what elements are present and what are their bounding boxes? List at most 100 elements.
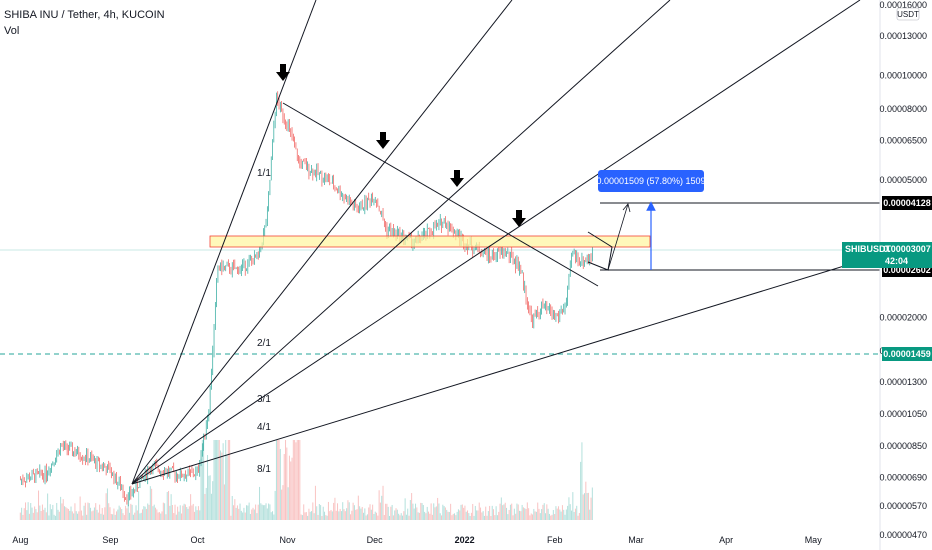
price-tick-label: 0.00000470 <box>879 530 927 540</box>
volume-bar <box>60 496 62 520</box>
volume-bar <box>149 486 151 520</box>
price-tick-label: 0.00001300 <box>879 377 927 387</box>
volume-bar <box>376 512 378 520</box>
volume-bar <box>330 509 332 520</box>
volume-bar <box>459 510 461 520</box>
volume-bar <box>217 440 219 520</box>
volume-bar <box>460 504 462 520</box>
volume-bar <box>560 511 562 520</box>
volume-bar <box>208 475 210 520</box>
volume-bar <box>160 513 162 520</box>
volume-bar <box>568 497 570 520</box>
arrow-down-icon[interactable] <box>376 132 390 149</box>
volume-bar <box>360 508 362 520</box>
volume-bar <box>200 458 202 520</box>
volume-bar <box>470 512 472 520</box>
volume-bar <box>240 510 242 520</box>
volume-bar <box>243 507 245 520</box>
volume-bar <box>235 507 237 520</box>
currency-badge[interactable] <box>896 7 920 21</box>
volume-bar <box>538 508 540 520</box>
volume-bar <box>39 505 41 520</box>
descending-trendline[interactable] <box>282 102 599 287</box>
volume-bar <box>252 507 254 520</box>
volume-bar <box>314 485 316 520</box>
volume-bar <box>275 440 277 520</box>
measure-box[interactable] <box>598 170 704 192</box>
volume-bar <box>256 513 258 520</box>
volume-bar <box>482 511 484 520</box>
countdown: 42:04 <box>885 256 908 266</box>
current-symbol: SHIBUSDT <box>845 244 892 254</box>
volume-bar <box>444 507 446 520</box>
volume-bar <box>491 505 493 520</box>
volume-bar <box>38 490 40 520</box>
volume-bar <box>454 513 456 520</box>
volume-bar <box>447 511 449 520</box>
volume-bar <box>508 509 510 520</box>
volume-bar <box>494 515 496 520</box>
volume-bar <box>192 503 194 520</box>
volume-bar <box>550 515 552 520</box>
volume-bar <box>144 506 146 520</box>
volume-bar <box>415 503 417 520</box>
volume-indicator-label[interactable]: Vol <box>4 25 20 37</box>
volume-bar <box>545 513 547 520</box>
volume-bar <box>552 510 554 520</box>
volume-bar <box>472 503 474 520</box>
volume-bar <box>487 511 489 520</box>
volume-bar <box>91 511 93 520</box>
volume-bar <box>53 514 55 520</box>
current-price-tag[interactable] <box>842 242 932 268</box>
volume-bar <box>231 495 233 520</box>
volume-bar <box>338 511 340 520</box>
gann-fan[interactable] <box>131 0 881 485</box>
volume-bar <box>294 440 296 520</box>
time-tick-label: Feb <box>547 535 563 545</box>
volume-bar <box>104 507 106 520</box>
arrow-down-icon[interactable] <box>512 210 526 227</box>
volume-bar <box>266 508 268 520</box>
volume-bar <box>312 502 314 520</box>
volume-bar <box>303 504 305 520</box>
volume-bar <box>83 505 85 520</box>
volume-bar <box>170 494 172 520</box>
volume-bar <box>567 505 569 520</box>
volume-bar <box>218 440 220 520</box>
volume-bar <box>54 515 56 520</box>
volume-bar <box>515 513 517 520</box>
volume-bar <box>352 502 354 520</box>
volume-bar <box>155 507 157 520</box>
volume-bar <box>308 508 310 520</box>
volume-bar <box>506 507 508 520</box>
volume-bar <box>296 440 298 520</box>
volume-bar <box>564 514 566 520</box>
resistance-zone[interactable] <box>209 235 651 248</box>
volume-bar <box>304 512 306 520</box>
volume-bar <box>99 504 101 520</box>
volume-bar <box>96 509 98 520</box>
candles <box>19 91 593 507</box>
volume-bar <box>438 503 440 520</box>
volume-bar <box>363 512 365 520</box>
volume-bar <box>244 512 246 520</box>
volume-bar <box>207 455 209 520</box>
arrow-down-icon[interactable] <box>276 64 290 81</box>
volume-bar <box>316 506 318 520</box>
volume-bar <box>365 515 367 520</box>
price-axis[interactable]: 0.00016000 0.00013000 0.00010000 0.00008000… <box>879 0 927 540</box>
volume-bar <box>370 509 372 520</box>
volume-bar <box>44 507 46 520</box>
time-axis[interactable]: Aug Sep Oct Nov Dec 2022 Feb Mar Apr May <box>12 535 822 545</box>
volume-bar <box>87 502 89 520</box>
volume-bar <box>238 508 240 520</box>
volume-bar <box>108 503 110 520</box>
pennant-pattern[interactable] <box>587 231 613 271</box>
volume-bar <box>273 514 275 520</box>
arrow-down-icon[interactable] <box>450 170 464 187</box>
volume-bar <box>446 509 448 520</box>
volume-bar <box>364 508 366 520</box>
projection-path[interactable] <box>607 203 629 271</box>
volume-bar <box>478 502 480 520</box>
